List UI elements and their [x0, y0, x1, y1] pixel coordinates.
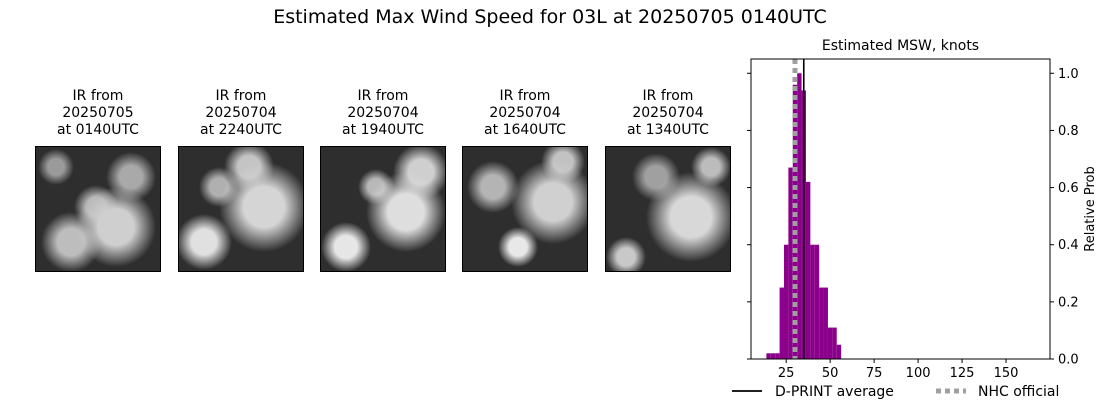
ir-panel-title: IR from 20250704 at 1340UTC — [627, 88, 709, 138]
histogram-bar — [775, 353, 780, 359]
msw-histogram-chart: 25 50 75 100 125 150 0.0 0.2 0.4 0.6 0.8 1.0 Estimat… — [732, 38, 1098, 400]
ir-panel-title: IR from 20250705 at 0140UTC — [57, 88, 139, 138]
ir-satellite-image — [35, 146, 161, 272]
x-tick-label: 25 — [778, 366, 795, 381]
histogram-bar — [766, 353, 771, 359]
ir-satellite-image — [178, 146, 304, 272]
ir-panel-title: IR from 20250704 at 2240UTC — [200, 88, 282, 138]
histogram-bar — [819, 287, 824, 359]
ir-satellite-image — [462, 146, 588, 272]
histogram-bar — [805, 181, 811, 359]
legend-nhc-label: NHC official — [978, 384, 1059, 400]
histogram-bar — [823, 287, 828, 359]
histogram-bar — [770, 353, 776, 359]
x-tick-label: 100 — [906, 366, 931, 381]
y-tick-label: 0.6 — [1058, 181, 1079, 196]
ir-satellite-image — [605, 146, 731, 272]
histogram-bar — [779, 287, 784, 359]
histogram-bar — [814, 244, 820, 359]
ir-panel: IR from 20250704 at 1640UTC — [462, 88, 588, 272]
ir-panel: IR from 20250704 at 1340UTC — [605, 88, 731, 272]
x-tick-label: 150 — [994, 366, 1019, 381]
ir-panel-title: IR from 20250704 at 1640UTC — [484, 88, 566, 138]
histogram-bar — [783, 244, 789, 359]
y-tick-label: 0.2 — [1058, 295, 1079, 310]
figure-title: Estimated Max Wind Speed for 03L at 2025… — [273, 6, 827, 28]
plot-frame — [750, 58, 1051, 360]
y-tick-label: 1.0 — [1058, 67, 1079, 82]
histogram-bar — [827, 327, 833, 359]
legend-dprint-label: D-PRINT average — [775, 384, 894, 400]
x-tick-label: 75 — [866, 366, 883, 381]
ir-satellite-image — [320, 146, 446, 272]
histogram-bar — [797, 73, 802, 360]
ir-panel-title: IR from 20250704 at 1940UTC — [342, 88, 424, 138]
histogram-bar — [810, 244, 815, 359]
histogram-bar — [836, 344, 842, 359]
y-tick-label: 0.8 — [1058, 124, 1079, 139]
y-tick-label: 0.0 — [1058, 353, 1079, 368]
chart-title: Estimated MSW, knots — [822, 38, 979, 54]
ir-panel: IR from 20250704 at 1940UTC — [320, 88, 446, 272]
histogram-bar — [832, 327, 837, 359]
y-tick-label: 0.4 — [1058, 238, 1079, 253]
y-axis-label: Relative Prob — [1083, 166, 1098, 251]
x-tick-label: 50 — [822, 366, 839, 381]
ir-panel: IR from 20250705 at 0140UTC — [35, 88, 161, 272]
x-tick-label: 125 — [950, 366, 975, 381]
ir-panel: IR from 20250704 at 2240UTC — [178, 88, 304, 272]
histogram-bar — [788, 167, 793, 359]
